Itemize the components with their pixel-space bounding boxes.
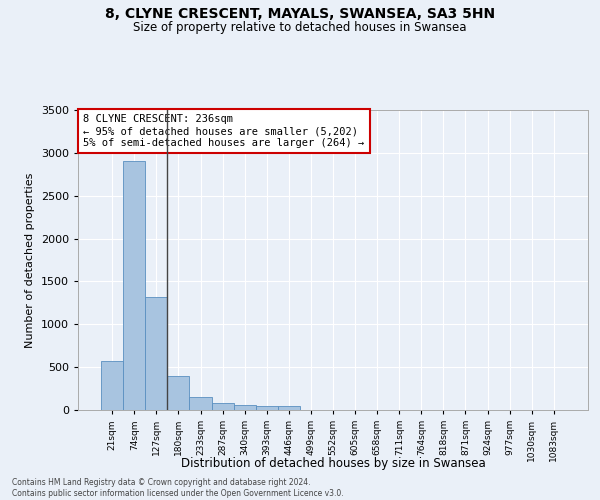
- Text: Contains HM Land Registry data © Crown copyright and database right 2024.
Contai: Contains HM Land Registry data © Crown c…: [12, 478, 344, 498]
- Bar: [167, 376, 190, 410]
- Text: 8, CLYNE CRESCENT, MAYALS, SWANSEA, SA3 5HN: 8, CLYNE CRESCENT, MAYALS, SWANSEA, SA3 …: [105, 8, 495, 22]
- Bar: [256, 406, 278, 410]
- Bar: [212, 403, 233, 410]
- Bar: [233, 405, 256, 410]
- Bar: [190, 396, 212, 410]
- Text: Distribution of detached houses by size in Swansea: Distribution of detached houses by size …: [181, 458, 485, 470]
- Bar: [101, 361, 123, 410]
- Bar: [278, 406, 300, 410]
- Bar: [123, 160, 145, 410]
- Bar: [145, 297, 167, 410]
- Y-axis label: Number of detached properties: Number of detached properties: [25, 172, 35, 348]
- Text: 8 CLYNE CRESCENT: 236sqm
← 95% of detached houses are smaller (5,202)
5% of semi: 8 CLYNE CRESCENT: 236sqm ← 95% of detach…: [83, 114, 364, 148]
- Text: Size of property relative to detached houses in Swansea: Size of property relative to detached ho…: [133, 21, 467, 34]
